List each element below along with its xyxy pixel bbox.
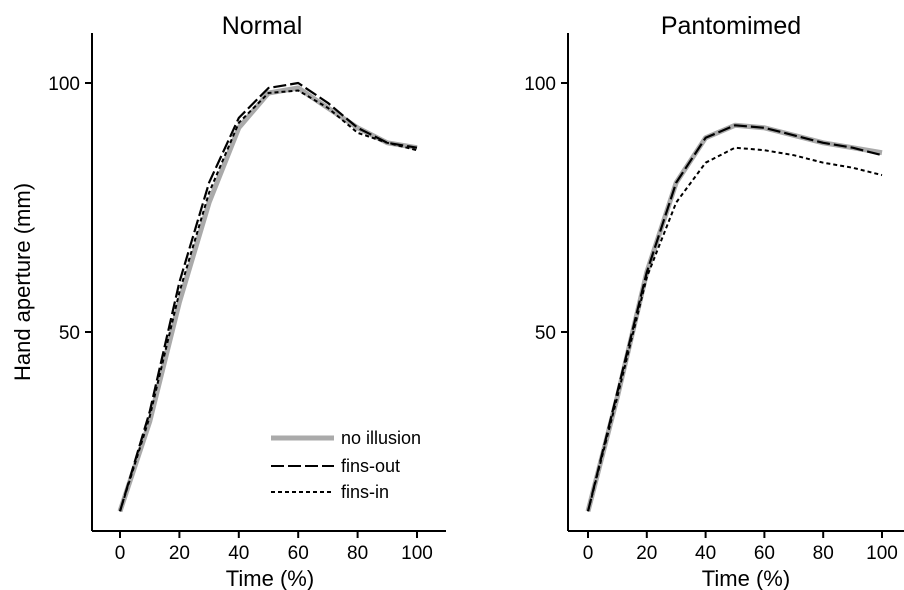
chart-title: Pantomimed <box>661 12 801 40</box>
y-tick-label: 50 <box>535 323 556 344</box>
x-tick-label: 100 <box>866 543 898 564</box>
x-ticks: 0 20 40 60 80 100 <box>115 531 433 564</box>
x-tick-label: 80 <box>347 543 368 564</box>
legend-label-fins-out: fins-out <box>341 456 400 476</box>
legend-label-no-illusion: no illusion <box>341 428 421 448</box>
y-tick-label: 100 <box>524 74 556 95</box>
x-tick-label: 40 <box>228 543 249 564</box>
x-tick-label: 100 <box>401 543 433 564</box>
y-ticks: 50 100 <box>524 74 568 344</box>
x-tick-label: 0 <box>115 543 126 564</box>
chart-panel-pantomimed: Pantomimed Time (%) 0 20 40 60 80 100 50 100 <box>524 12 904 590</box>
x-axis-label: Time (%) <box>226 566 314 590</box>
x-ticks: 0 20 40 60 80 100 <box>583 531 898 564</box>
x-tick-label: 60 <box>754 543 775 564</box>
legend-label-fins-in: fins-in <box>341 482 389 502</box>
x-tick-label: 0 <box>583 543 594 564</box>
series-layer <box>117 81 418 513</box>
y-ticks: 50 100 <box>48 74 92 344</box>
x-axis-label: Time (%) <box>702 566 790 590</box>
chart-panel-normal: Normal Hand aperture (mm) Time (%) 0 20 40… <box>10 12 446 590</box>
series-layer <box>585 122 883 512</box>
x-tick-label: 80 <box>813 543 834 564</box>
x-tick-label: 20 <box>636 543 657 564</box>
series-line-fins-out <box>586 124 883 512</box>
series-line-fins-in <box>119 89 418 512</box>
x-tick-label: 20 <box>169 543 190 564</box>
series-line-no-illusion <box>585 122 883 512</box>
x-tick-label: 40 <box>695 543 716 564</box>
y-axis-label: Hand aperture (mm) <box>10 183 35 381</box>
y-tick-label: 100 <box>48 74 80 95</box>
series-line-fins-out <box>118 81 418 512</box>
y-tick-label: 50 <box>59 323 80 344</box>
chart-title: Normal <box>222 12 303 40</box>
x-tick-label: 60 <box>288 543 309 564</box>
legend: no illusion fins-out fins-in <box>271 428 421 502</box>
